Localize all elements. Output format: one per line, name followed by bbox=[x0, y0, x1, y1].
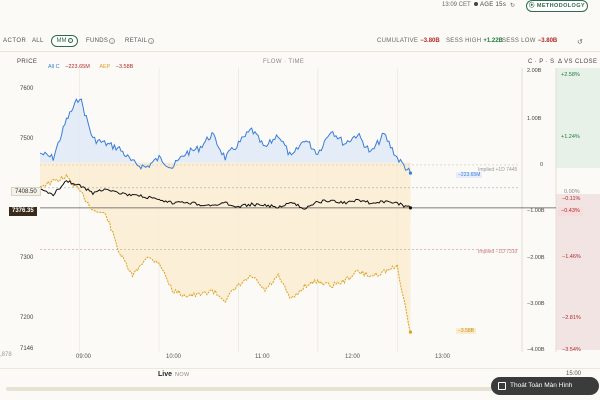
pct-tick: −2.81% bbox=[562, 315, 581, 321]
sess-high-value: +1.22B bbox=[483, 38, 503, 44]
implied-lower-label: Implied −1D 7310 bbox=[478, 249, 518, 255]
methodology-label: METHODOLOGY bbox=[536, 3, 585, 9]
cps-tick: −1.00B bbox=[527, 208, 545, 214]
filter-mm-label: MM bbox=[56, 38, 67, 44]
filter-bar: ACTOR ALL MM i FUNDS i RETAIL i CUMULATIVE … bbox=[0, 30, 600, 52]
price-tick: 7146 bbox=[20, 346, 34, 352]
blue-series-fill bbox=[40, 99, 411, 174]
cumulative-label: CUMULATIVE bbox=[377, 38, 419, 44]
legend-blue-value: −223.65M bbox=[65, 64, 90, 70]
current-price-box: 7376.35 bbox=[9, 207, 37, 216]
cps-axis-title: C · P · S bbox=[528, 59, 555, 65]
pct-tick: +2.58% bbox=[561, 72, 580, 78]
cps-tick: 0 bbox=[540, 162, 544, 168]
price-axis-title: PRICE bbox=[17, 59, 38, 65]
cps-tick: −4.00B bbox=[527, 347, 545, 353]
end-marker-price bbox=[408, 206, 413, 210]
legend-blue-name: All C bbox=[48, 64, 60, 70]
live-bar: Live NOW 15:00 bbox=[0, 368, 600, 384]
filter-funds[interactable]: FUNDS i bbox=[86, 38, 116, 44]
chart-center-title: FLOW · TIME bbox=[263, 59, 305, 65]
exit-fullscreen-label: Thoát Toàn Màn Hình bbox=[510, 382, 573, 389]
live-now-label: NOW bbox=[175, 372, 190, 378]
time-tick: 09:00 bbox=[76, 354, 92, 360]
age-label: AGE bbox=[480, 2, 494, 8]
series-line-all-c bbox=[39, 98, 411, 174]
pct-tick: −0.11% bbox=[562, 196, 581, 202]
price-tick: 7300 bbox=[20, 255, 34, 261]
series-line-aep bbox=[39, 173, 411, 333]
time-tick: 10:00 bbox=[166, 354, 182, 360]
pct-tick: −3.54% bbox=[562, 347, 581, 353]
sess-low-label: SESS LOW bbox=[502, 38, 536, 44]
sess-high-label: SESS HIGH bbox=[446, 38, 482, 44]
negative-zone-shade bbox=[556, 194, 600, 350]
methodology-button[interactable]: ⦿ METHODOLOGY bbox=[526, 0, 588, 12]
flow-chart bbox=[39, 68, 600, 352]
blue-end-tag: −223.65M bbox=[456, 172, 483, 178]
prev-close-price-box: 7408.50 bbox=[11, 187, 41, 196]
status-dot-icon bbox=[474, 2, 478, 7]
clock-time: 13:09 CET bbox=[442, 2, 471, 8]
live-label[interactable]: Live bbox=[158, 371, 173, 378]
left-edge-tick: ,878 bbox=[0, 352, 12, 358]
positive-zone-shade bbox=[556, 68, 600, 168]
info-icon[interactable]: i bbox=[67, 38, 73, 43]
cps-tick: −3.00B bbox=[527, 301, 545, 307]
orange-end-tag: −3.58B bbox=[456, 328, 476, 334]
filter-mm[interactable]: MM i bbox=[51, 35, 78, 47]
reload-icon[interactable]: ↺ bbox=[577, 39, 583, 46]
sess-low-stat: SESS LOW −3.80B bbox=[502, 38, 557, 44]
price-tick: 7200 bbox=[20, 315, 34, 321]
cps-tick: 1.00B bbox=[527, 116, 542, 122]
info-icon[interactable]: i bbox=[109, 38, 116, 44]
pct-tick: +1.24% bbox=[561, 134, 580, 140]
exit-fullscreen-icon bbox=[498, 382, 506, 390]
filter-retail-label: RETAIL bbox=[125, 38, 148, 44]
cps-tick: 2.00B bbox=[527, 68, 542, 74]
time-tick: 12:00 bbox=[345, 354, 361, 360]
info-icon[interactable]: i bbox=[148, 38, 155, 44]
cumulative-value: −3.80B bbox=[420, 38, 440, 44]
top-bar: 13:09 CET AGE 15s ↻ ⦿ METHODOLOGY bbox=[0, 0, 600, 14]
implied-upper-label: Implied +1D 7445 bbox=[478, 167, 518, 173]
orange-series-fill bbox=[40, 162, 411, 333]
cumulative-stat: CUMULATIVE −3.80B bbox=[377, 38, 440, 44]
age-indicator: AGE 15s bbox=[474, 2, 506, 8]
legend-orange-name: AEP bbox=[99, 64, 111, 70]
pct-tick: 0.00% bbox=[564, 189, 580, 195]
vs-close-axis-title: Δ VS CLOSE bbox=[558, 59, 598, 65]
price-tick: 7600 bbox=[20, 86, 34, 92]
series-line-price bbox=[39, 179, 411, 210]
end-marker-all-c bbox=[408, 171, 413, 175]
exit-fullscreen-button[interactable]: Thoát Toàn Màn Hình bbox=[491, 377, 599, 395]
actor-label: ACTOR bbox=[3, 38, 27, 44]
timeline-scrollbar[interactable] bbox=[6, 387, 560, 391]
series-end-markers bbox=[408, 171, 413, 334]
legend: All C −223.65M AEP −3.58B bbox=[48, 64, 133, 70]
cps-tick: −2.00B bbox=[527, 255, 545, 261]
legend-orange-value: −3.58B bbox=[115, 64, 134, 70]
sess-low-value: −3.80B bbox=[537, 38, 558, 44]
filter-retail[interactable]: RETAIL i bbox=[125, 38, 155, 44]
filter-all[interactable]: ALL bbox=[32, 38, 44, 44]
live-end-time: 15:00 bbox=[566, 371, 582, 377]
pct-current-box: −0.43% bbox=[558, 207, 583, 216]
time-tick: 11:00 bbox=[255, 354, 270, 360]
end-marker-aep bbox=[408, 330, 413, 334]
price-tick: 7500 bbox=[20, 136, 34, 142]
refresh-icon[interactable]: ↻ bbox=[510, 3, 516, 9]
sess-high-stat: SESS HIGH +1.22B bbox=[446, 38, 503, 44]
time-tick: 13:00 bbox=[435, 354, 451, 360]
pct-tick: −1.46% bbox=[562, 254, 581, 260]
filter-funds-label: FUNDS bbox=[86, 38, 109, 44]
age-value: 15s bbox=[495, 2, 507, 8]
